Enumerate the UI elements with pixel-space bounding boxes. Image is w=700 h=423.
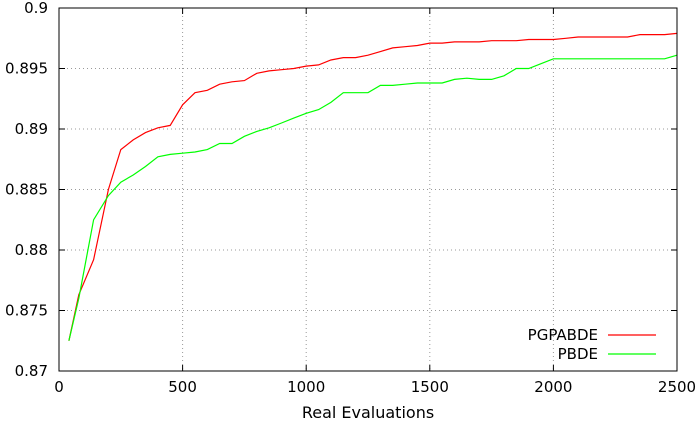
- y-tick-label: 0.875: [5, 302, 48, 320]
- x-tick-label: 2500: [658, 378, 696, 396]
- legend-label: PGPABDE: [528, 326, 598, 344]
- x-tick-label: 1000: [287, 378, 325, 396]
- x-tick-label: 500: [168, 378, 197, 396]
- x-tick-label: 2000: [534, 378, 572, 396]
- series-group: [68, 32, 678, 341]
- x-tick-labels: 0 500 1000 1500 2000 2500: [54, 378, 696, 396]
- y-tick-labels: 0.87 0.875 0.88 0.885 0.89 0.895 0.9: [5, 0, 48, 380]
- y-tick-label: 0.87: [15, 362, 48, 380]
- grid: [59, 8, 677, 371]
- y-tick-label: 0.895: [5, 60, 48, 78]
- y-tick-label: 0.88: [15, 241, 48, 259]
- series-line-pbde: [68, 54, 678, 341]
- legend-label: PBDE: [558, 345, 598, 363]
- ticks: [58, 7, 678, 372]
- y-tick-label: 0.89: [15, 120, 48, 138]
- x-tick-label: 1500: [411, 378, 449, 396]
- y-tick-label: 0.9: [24, 0, 48, 17]
- x-tick-label: 0: [54, 378, 64, 396]
- y-tick-label: 0.885: [5, 181, 48, 199]
- series-line-pgpabde: [68, 32, 678, 341]
- x-axis-title: Real Evaluations: [302, 403, 434, 422]
